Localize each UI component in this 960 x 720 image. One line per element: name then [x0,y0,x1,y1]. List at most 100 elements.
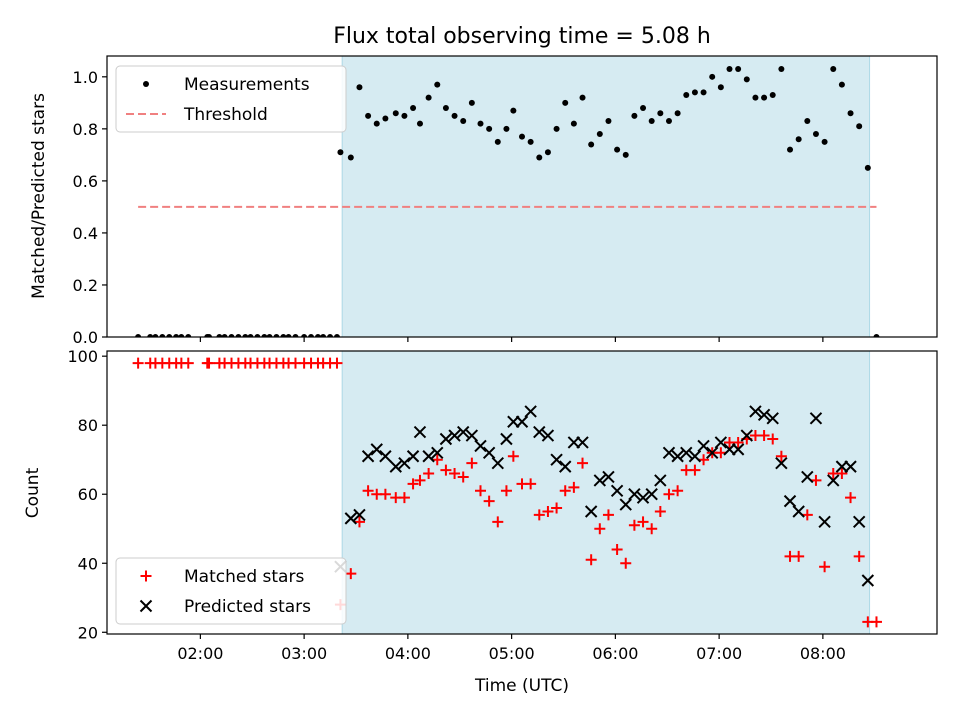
measurements-point [442,105,449,112]
measurements-point [761,94,768,101]
measurements-point [579,94,586,101]
matched-stars-point [637,516,649,528]
measurements-point [838,81,845,88]
top-y-tick-label: 0.2 [73,276,98,295]
measurements-point [640,105,647,112]
matched-stars-point [845,492,857,504]
predicted-stars-point [474,439,487,453]
predicted-stars-point [559,460,572,473]
measurements-point [510,107,517,114]
legend-box [115,557,347,625]
matched-stars-point [715,447,727,459]
matched-stars-point [132,357,144,369]
matched-stars-point [577,457,589,469]
measurements-point [337,149,344,156]
predicted-stars-point [406,450,420,463]
measurements-point [327,334,334,337]
bottom-panel: 20 40 60 80 100 02:00 03:00 04:00 05:00 06:00 07:0… [67,347,938,663]
measurements-point [631,112,638,119]
predicted-stars-point [500,432,513,446]
predicted-stars-point [731,443,745,456]
matched-stars-point [689,464,701,476]
matched-stars-point [203,357,215,369]
measurements-point [135,334,142,337]
measurements-point [320,334,327,337]
measurements-point [544,149,551,156]
predicted-stars-point [491,456,504,470]
measurements-point [152,334,159,337]
predicted-stars-point [852,515,866,529]
predicted-stars-point [680,446,693,460]
measurements-point [536,154,543,161]
matched-stars-point [331,357,343,369]
bottom-x-tick-label: 06:00 [592,644,638,663]
predicted-stars-point [431,446,444,460]
matched-stars-point [398,492,410,504]
predicted-stars-point [792,505,805,518]
top-observing-window [341,55,871,338]
predicted-stars-point [422,450,435,463]
measurements-point [614,146,621,153]
matched-stars-point [663,488,675,500]
measurements-point [804,118,811,125]
top-y-axis-label: Matched/Predicted stars [29,93,49,299]
measurements-point [280,334,287,337]
matched-stars-point [475,485,486,497]
measurements-point [178,334,185,337]
measurements-point [769,92,776,99]
measurements-point [356,84,363,91]
predicted-stars-point [576,436,589,449]
predicted-stars-point [757,408,771,422]
measurements-point [726,66,733,73]
top-y-tick-label: 0.8 [73,120,98,139]
measurements-point [314,334,321,337]
measurements-point [743,76,750,83]
matched-stars-point [431,454,443,466]
measurements-point [477,120,484,127]
predicted-stars-point [389,460,402,473]
measurements-point [605,118,612,125]
predicted-stars-point [593,474,607,487]
matched-stars-point [551,502,563,514]
matched-stars-point [500,485,512,497]
predicted-stars-point [413,425,427,439]
matched-stars-point [620,557,632,569]
measurements-point [159,334,166,337]
measurements-point [795,136,802,143]
top-y-tick-label: 0.0 [73,328,98,347]
measurements-point [570,120,577,127]
measurements-point [527,138,534,145]
bottom-plot-area [132,357,882,628]
measurements-point [553,125,560,132]
predicted-stars-point [482,446,496,460]
matched-stars-point [449,468,461,480]
matched-stars-point [379,488,391,500]
predicted-stars-point [783,494,797,508]
matched-stars-point [775,450,787,462]
measurements-point [147,334,154,337]
predicted-stars-point [379,450,392,463]
predicted-stars-point [861,574,875,587]
matched-stars-point [414,474,426,486]
top-y-tick-label: 0.6 [73,172,98,191]
matched-stars-point [810,474,822,486]
bottom-y-tick-label: 60 [78,485,98,504]
predicted-stars-point [697,439,710,453]
matched-stars-point [628,519,640,531]
predicted-stars-point [671,450,684,463]
predicted-stars-point [619,498,632,511]
top-y-tick-label: 0.4 [73,224,98,243]
measurements-point [674,110,681,117]
measurements-point [864,164,871,171]
predicted-stars-point [439,432,453,446]
predicted-stars-point [344,512,358,525]
predicted-stars-point [844,460,857,473]
matched-stars-point [853,550,865,562]
measurements-point [665,118,672,125]
predicted-stars-point [524,405,537,418]
predicted-stars-point [818,515,831,529]
matched-stars-point [568,481,580,493]
measurements-point [847,110,854,117]
predicted-stars-point [775,456,788,470]
